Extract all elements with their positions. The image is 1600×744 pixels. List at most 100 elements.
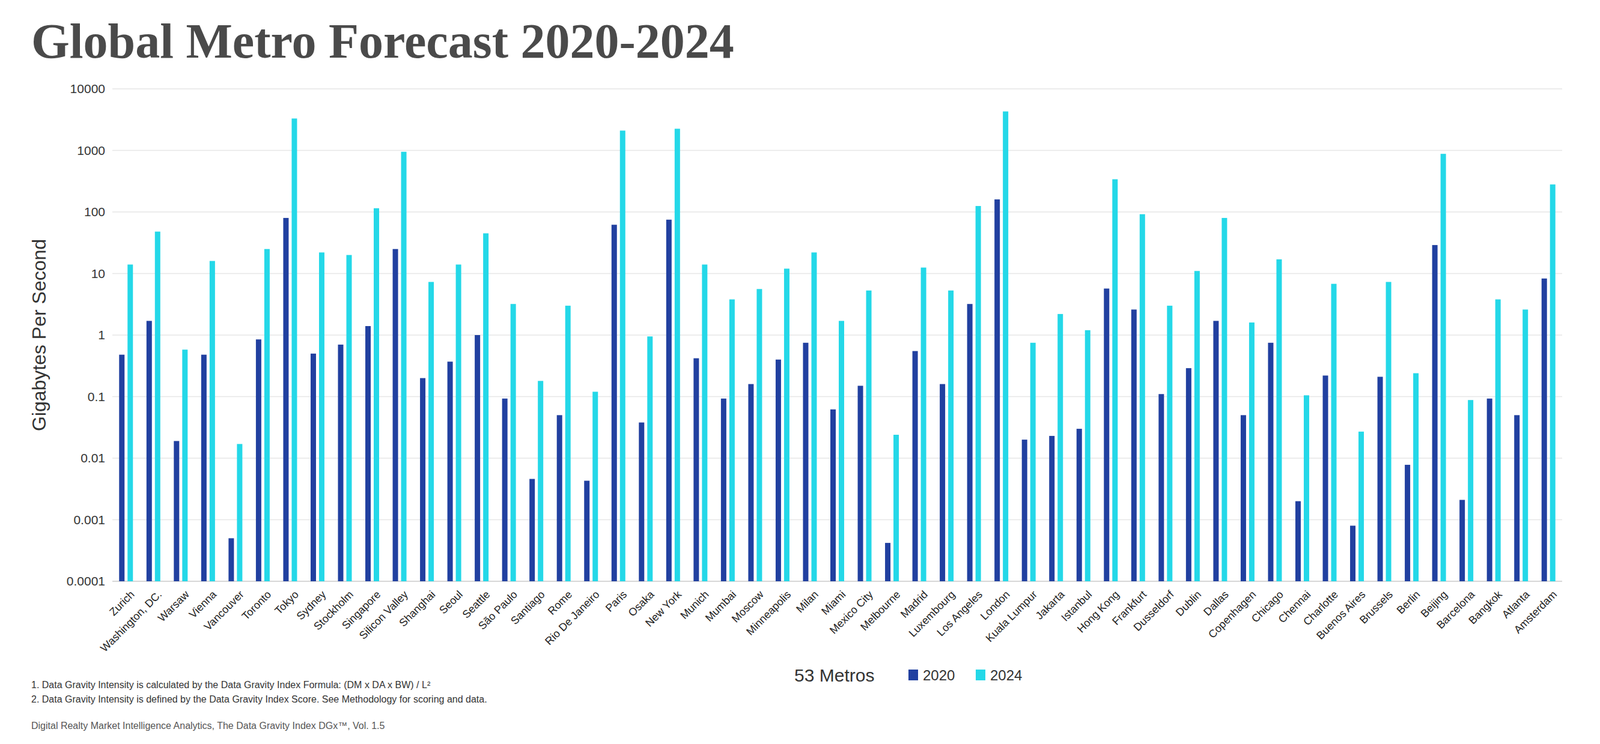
x-axis-label: 53 Metros — [794, 665, 875, 686]
bar — [1467, 400, 1474, 582]
x-tick-label: Washington, DC. — [97, 588, 165, 655]
bar — [647, 336, 653, 582]
bar — [182, 349, 188, 582]
bar — [1139, 214, 1146, 582]
x-tick-label: Kuala Lumpur — [983, 588, 1040, 645]
bar — [994, 199, 1000, 582]
bar — [1550, 184, 1556, 582]
x-tick-label: Toronto — [239, 588, 274, 624]
x-axis: ZurichWashington, DC.WarsawViennaVancouv… — [97, 588, 1560, 655]
bar — [319, 252, 325, 582]
bar — [775, 359, 782, 582]
y-tick-label: 10000 — [70, 81, 106, 96]
x-tick-label: New York — [642, 588, 685, 630]
bar — [611, 224, 618, 582]
grid-line — [112, 273, 1563, 275]
bar — [529, 479, 535, 582]
bar — [1440, 153, 1447, 582]
bar — [885, 543, 891, 582]
annotation: 1. Data Gravity Intensity is calculated … — [31, 680, 431, 691]
bar — [201, 355, 207, 582]
bar — [401, 152, 407, 582]
bar — [373, 208, 380, 582]
bar — [1377, 376, 1384, 582]
bar — [939, 384, 946, 582]
y-axis-label: Gigabytes Per Second — [28, 239, 50, 432]
bar — [584, 481, 590, 582]
bar — [228, 538, 234, 582]
bar — [118, 355, 125, 582]
bar — [1240, 415, 1247, 582]
bar — [1131, 309, 1137, 582]
legend-label: 2020 — [922, 667, 955, 684]
x-tick-label: Amsterdam — [1511, 588, 1560, 637]
bar — [866, 290, 872, 582]
x-tick-label: Milan — [793, 588, 821, 616]
bar — [1085, 330, 1091, 582]
bar — [1404, 465, 1411, 582]
bar — [1331, 284, 1337, 582]
bar — [565, 305, 571, 582]
bar — [592, 391, 598, 582]
grid-line — [112, 211, 1563, 213]
bar — [975, 206, 982, 582]
x-tick-label: Minneapolis — [743, 588, 794, 639]
y-tick-label: 1 — [97, 328, 106, 342]
x-tick-label: São Paulo — [475, 588, 520, 633]
bar — [620, 130, 626, 582]
bar — [893, 434, 899, 582]
bar — [502, 398, 508, 582]
bar — [1057, 314, 1063, 582]
y-tick-label: 0.0001 — [66, 574, 106, 589]
annotation: Digital Realty Market Intelligence Analy… — [31, 720, 386, 732]
x-tick-label: Hong Kong — [1074, 588, 1122, 636]
grid-line — [112, 580, 1563, 583]
x-tick-label: Vancouver — [201, 588, 247, 634]
bar — [1514, 415, 1520, 582]
bar — [1295, 501, 1301, 582]
legend-swatch — [975, 669, 986, 681]
bar — [830, 409, 836, 582]
bar — [146, 320, 153, 582]
bar — [638, 422, 645, 582]
bar — [1158, 394, 1164, 582]
bar — [1522, 309, 1528, 582]
grid-line — [112, 396, 1563, 398]
y-tick-label: 0.1 — [87, 389, 106, 404]
bar — [1112, 179, 1118, 582]
bar — [428, 282, 434, 582]
bar — [1267, 343, 1274, 582]
bar — [236, 444, 243, 582]
x-tick-label: Berlin — [1394, 588, 1423, 618]
bar — [802, 343, 809, 582]
x-tick-label: Melbourne — [857, 588, 903, 634]
y-tick-label: 0.001 — [73, 513, 106, 527]
x-tick-label: Los Angeles — [934, 588, 985, 639]
bar — [419, 378, 426, 582]
bar — [1166, 305, 1173, 582]
x-tick-label: Santiago — [508, 588, 547, 628]
bar — [537, 380, 544, 582]
bar — [127, 264, 133, 582]
legend-label: 2024 — [990, 667, 1023, 684]
bar — [857, 385, 864, 582]
bar — [921, 267, 927, 582]
bar — [701, 264, 708, 582]
bar — [1495, 299, 1501, 582]
bar — [392, 249, 399, 582]
bar — [912, 351, 919, 582]
x-tick-label: Dusseldorf — [1131, 588, 1178, 634]
bar — [1432, 245, 1438, 582]
bar — [291, 118, 297, 582]
bar — [1186, 368, 1192, 582]
annotation: 2. Data Gravity Intensity is defined by … — [31, 694, 488, 705]
bar — [483, 233, 489, 582]
bar — [1249, 322, 1255, 582]
bar — [1541, 278, 1548, 582]
chart: Global Metro Forecast 2020-20240.00010.0… — [0, 0, 1600, 744]
grid-line — [112, 334, 1563, 336]
bar — [337, 344, 344, 582]
bar — [1221, 218, 1227, 582]
bar — [693, 358, 699, 582]
bar — [720, 398, 727, 582]
